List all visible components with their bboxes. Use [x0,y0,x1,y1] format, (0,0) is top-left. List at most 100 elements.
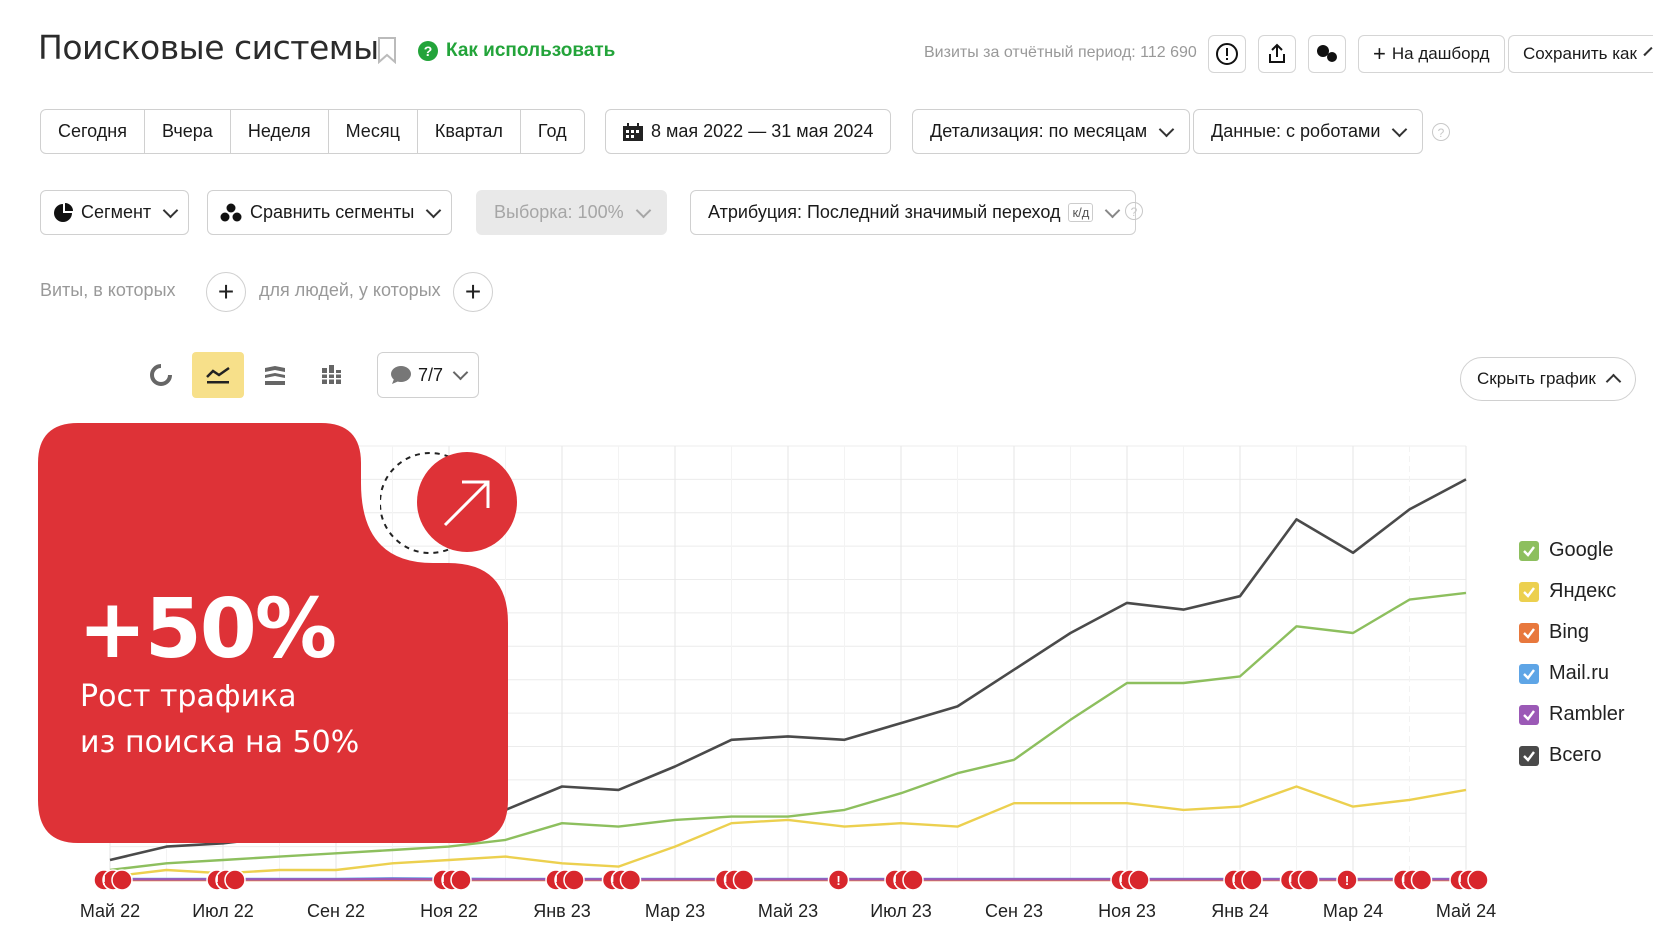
comment-icon [391,366,411,384]
annotation-marker[interactable]: ! [1279,869,1320,891]
promo-card [38,423,508,843]
legend-item[interactable]: Rambler [1519,694,1625,735]
tab-quarter[interactable]: Квартал [418,110,521,153]
legend-item[interactable]: Всего [1519,735,1625,776]
annotation-marker[interactable]: ! [827,869,850,891]
x-tick-label: Мар 23 [644,901,706,921]
x-tick-label: Ноя 23 [1098,901,1156,921]
attribution-select[interactable]: Атрибуция: Последний значимый переход к/… [690,190,1137,235]
add-visit-filter-button[interactable]: + [206,272,246,312]
checkbox-checked-icon[interactable] [1519,745,1539,766]
plus-icon: + [1373,41,1386,66]
help-circle-icon: ? [418,41,438,61]
visits-filter-label: Виты, в которых [40,280,176,300]
annotation-marker[interactable]: ! [1110,869,1150,891]
series-line-1 [109,785,1467,878]
checkbox-checked-icon[interactable] [1519,581,1539,602]
svg-text:!: ! [1458,873,1462,888]
bookmark-icon[interactable] [376,36,398,64]
attribution-badge: к/д [1068,203,1094,222]
how-to-use-link[interactable]: ? Как использовать [418,40,615,62]
annotation-marker[interactable]: ! [545,869,585,891]
legend-item[interactable]: Яндекс [1519,571,1625,612]
tab-year[interactable]: Год [537,121,567,141]
tab-yesterday[interactable]: Вчера [145,110,231,153]
legend-label: Google [1549,539,1614,561]
add-people-filter-button[interactable]: + [453,272,493,312]
series-line-0 [109,591,1467,872]
svg-text:!: ! [102,873,106,888]
annotations-select[interactable]: 7/7 [377,352,480,398]
segment-select[interactable]: Сегмент [40,190,190,235]
save-as-button[interactable]: Сохранить как [1508,35,1653,73]
legend-item[interactable]: Mail.ru [1519,653,1625,694]
date-range-picker[interactable]: 8 мая 2022 — 31 мая 2024 [605,109,892,154]
checkbox-checked-icon[interactable] [1519,704,1539,725]
how-to-use-label: Как использовать [446,40,616,61]
svg-text:!: ! [1232,873,1236,888]
legend-item[interactable]: Bing [1519,612,1625,653]
svg-text:!: ! [723,873,727,888]
svg-text:!: ! [441,873,445,888]
chart-legend: Google Яндекс Bing Mail.ru Rambler Всего [1519,530,1625,776]
segment-label: Сегмент [81,202,152,222]
sample-label: Выборка: 100% [494,202,624,222]
x-tick-label: Май 24 [1435,901,1497,921]
chart-type-pie[interactable] [135,352,187,398]
svg-text:!: ! [836,873,840,888]
data-mode-select[interactable]: Данные: с роботами [1193,109,1424,154]
stacked-bar-icon [322,365,342,384]
legend-label: Rambler [1549,703,1625,725]
chart-type-line[interactable] [192,352,244,398]
annotation-marker[interactable]: ! [714,869,755,891]
help-icon[interactable]: ? [1432,123,1450,141]
svg-text:!: ! [893,873,897,888]
people-filter-label: для людей, у которых [259,280,441,300]
stacked-area-icon [265,366,285,385]
detail-label: Детализация: по месяцам [930,121,1148,141]
dashboard-label: На дашборд [1391,44,1490,63]
comments-button[interactable] [1308,35,1346,73]
detail-select[interactable]: Детализация: по месяцам [912,109,1191,154]
promo-arrow-badge [380,452,517,554]
compare-segments-label: Сравнить сегменты [250,202,415,222]
annotation-marker[interactable]: ! [601,869,642,891]
annotation-marker[interactable]: ! [1336,869,1358,891]
annotation-marker[interactable]: ! [884,869,924,891]
svg-text:!: ! [1119,873,1123,888]
legend-item[interactable]: Google [1519,530,1625,571]
chart-type-area[interactable] [249,352,301,398]
tab-week[interactable]: Неделя [231,110,329,153]
checkbox-checked-icon[interactable] [1519,540,1539,561]
annotation-marker[interactable]: ! [1223,869,1263,891]
promo-percent: +50% [78,582,337,677]
compare-segments-select[interactable]: Сравнить сегменты [207,190,453,235]
chart-type-bar[interactable] [306,352,358,398]
pie-chart-icon [150,364,172,386]
alert-button[interactable] [1208,35,1246,73]
sample-select[interactable]: Выборка: 100% [476,190,667,235]
checkbox-checked-icon[interactable] [1519,663,1539,684]
add-to-dashboard-button[interactable]: + На дашборд [1358,35,1505,73]
annotations-count: 7/7 [418,364,444,385]
tab-month[interactable]: Месяц [329,110,418,153]
annotation-marker[interactable]: ! [93,869,133,891]
checkbox-checked-icon[interactable] [1519,622,1539,643]
share-button[interactable] [1258,35,1296,73]
legend-label: Bing [1549,621,1590,643]
share-icon [1269,43,1285,63]
x-tick-label: Ноя 22 [420,901,478,921]
x-tick-label: Июл 23 [870,901,932,921]
annotation-marker[interactable]: ! [432,869,472,891]
chat-bubbles-icon [1317,45,1337,62]
annotation-marker[interactable]: ! [206,869,246,891]
hide-chart-button[interactable]: Скрыть график [1460,357,1636,401]
svg-text:!: ! [1401,873,1405,888]
tab-today[interactable]: Сегодня [41,110,145,153]
x-tick-label: Май 22 [79,901,141,921]
legend-label: Всего [1549,744,1602,766]
help-icon[interactable]: ? [1125,202,1143,220]
annotation-marker[interactable]: ! [1392,869,1433,891]
hide-chart-label: Скрыть график [1477,369,1596,388]
annotation-marker[interactable]: ! [1449,869,1489,891]
